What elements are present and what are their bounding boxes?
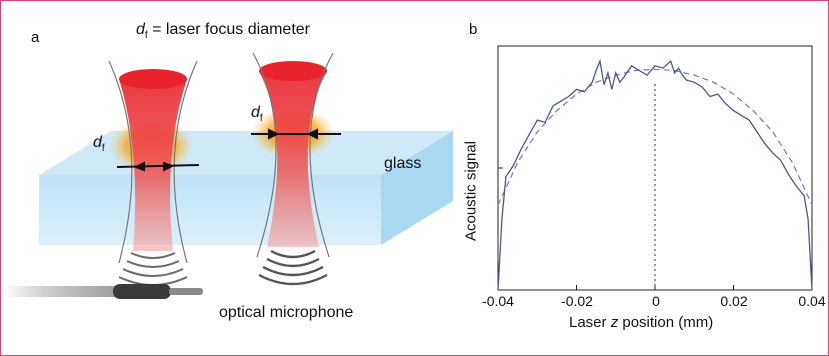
x-tick-label: -0.02 <box>561 293 593 309</box>
x-tick-label: 0.04 <box>798 293 826 309</box>
df-label-1: df <box>93 134 105 154</box>
diameter-arrow-2 <box>251 128 341 140</box>
caption-symbol: d <box>136 21 145 38</box>
df-subscript-2: f <box>259 113 263 125</box>
x-axis-label: Laser z position (mm) <box>569 314 713 331</box>
fit-curve <box>497 68 813 206</box>
x-label-variable: z <box>610 314 619 331</box>
laser-beam-2 <box>251 52 335 258</box>
x-label-suffix: position (mm) <box>618 314 714 331</box>
acoustic-waves-1 <box>118 252 188 286</box>
optical-microphone-label: optical microphone <box>219 304 354 321</box>
df-subscript-1: f <box>101 143 105 155</box>
laser-glass-illustration <box>3 52 453 299</box>
measured-signal-line <box>497 58 813 291</box>
df-label-2: df <box>251 104 263 124</box>
x-tick-label: -0.04 <box>482 293 514 309</box>
laser-beam-1 <box>108 60 198 264</box>
glass-label: glass <box>384 155 422 172</box>
acoustic-waves-2 <box>258 249 328 286</box>
panel-b-label: b <box>469 21 478 38</box>
df-symbol-2: d <box>251 104 260 121</box>
diameter-arrow-1 <box>116 161 200 172</box>
focus-diameter-caption: df = laser focus diameter <box>136 21 310 41</box>
panel-a-label: a <box>31 29 40 46</box>
optical-microphone <box>3 284 203 299</box>
df-symbol-1: d <box>93 134 102 151</box>
x-tick-label: 0.02 <box>720 293 748 309</box>
caption-subscript: f <box>144 30 148 42</box>
x-label-prefix: Laser <box>569 314 611 331</box>
x-tick-label: 0 <box>652 293 660 309</box>
caption-text: = laser focus diameter <box>152 21 310 38</box>
plot-frame <box>497 45 813 291</box>
